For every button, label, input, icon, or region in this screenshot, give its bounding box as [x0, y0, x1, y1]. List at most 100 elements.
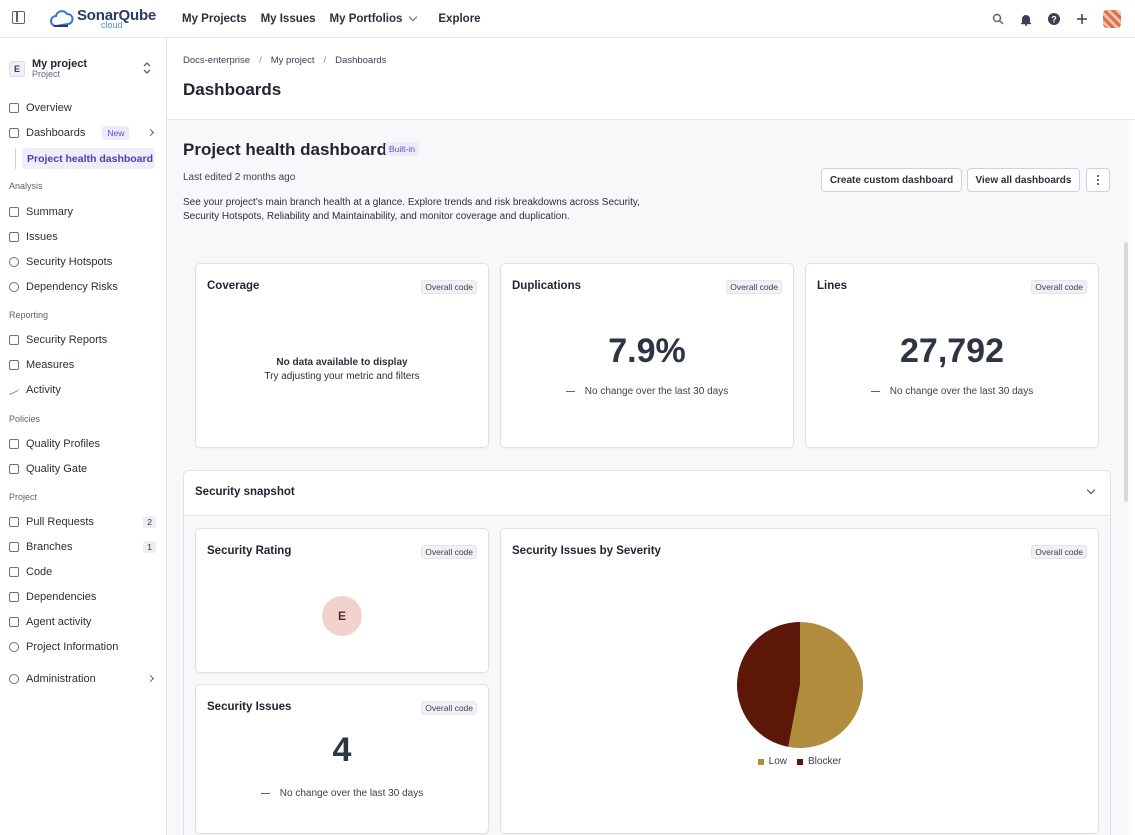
- security-rating-badge[interactable]: E: [322, 596, 362, 636]
- sidebar-toggle-icon[interactable]: [12, 11, 25, 24]
- dashboard-icon: [9, 128, 19, 138]
- nav-my-projects[interactable]: My Projects: [182, 13, 247, 25]
- quality-gate-icon: [9, 464, 19, 474]
- no-data-message: No data available to display Try adjusti…: [196, 356, 488, 384]
- sidebar-item-activity[interactable]: Activity: [9, 380, 159, 400]
- issues-icon: [9, 232, 19, 242]
- scope-chip: Overall code: [421, 545, 477, 559]
- lines-card: Lines Overall code 27,792 No change over…: [805, 263, 1099, 448]
- sidebar-item-label: Agent activity: [26, 616, 92, 628]
- duplications-card: Duplications Overall code 7.9% No change…: [500, 263, 794, 448]
- agent-icon: [9, 617, 19, 627]
- sidebar-item-dashboards[interactable]: Dashboards New: [9, 123, 159, 143]
- sidebar-item-measures[interactable]: Measures: [9, 355, 159, 375]
- dependencies-icon: [9, 592, 19, 602]
- pie-slice-low[interactable]: [788, 622, 863, 748]
- view-all-dashboards-button[interactable]: View all dashboards: [967, 168, 1080, 192]
- scope-chip: Overall code: [1031, 545, 1087, 559]
- sidebar-item-label: Quality Profiles: [26, 438, 100, 450]
- sidebar-item-project-information[interactable]: Project Information: [9, 637, 159, 657]
- more-options-button[interactable]: [1086, 168, 1110, 192]
- bell-icon[interactable]: [1019, 12, 1033, 26]
- security-issues-value[interactable]: 4: [332, 731, 352, 769]
- sidebar-item-issues[interactable]: Issues: [9, 227, 159, 247]
- code-icon: [9, 567, 19, 577]
- pull-request-icon: [9, 517, 19, 527]
- pull-requests-count: 2: [143, 516, 156, 528]
- security-rating-title: Security Rating: [207, 545, 292, 557]
- scrollbar[interactable]: [1124, 242, 1128, 502]
- branch-icon: [9, 542, 19, 552]
- security-issues-title: Security Issues: [207, 701, 292, 713]
- sidebar-item-label: Dependency Risks: [26, 281, 118, 293]
- legend-item-blocker[interactable]: Blocker: [797, 756, 841, 767]
- page-title: Dashboards: [183, 80, 282, 99]
- scope-chip: Overall code: [726, 280, 782, 294]
- section-analysis: Analysis: [9, 181, 43, 191]
- logo-title: SonarQube: [77, 7, 157, 24]
- breadcrumb-organization[interactable]: Docs-enterprise: [183, 55, 251, 66]
- legend-label: Low: [768, 756, 787, 767]
- logo[interactable]: SonarQube cloud: [50, 6, 156, 32]
- lines-change: No change over the last 30 days: [806, 386, 1098, 397]
- sidebar-item-pull-requests[interactable]: Pull Requests 2: [9, 512, 159, 532]
- page-header: Docs-enterprise / My project / Dashboard…: [167, 38, 1135, 120]
- severity-chart-card: Security Issues by Severity Overall code…: [500, 528, 1099, 834]
- section-reporting: Reporting: [9, 310, 49, 320]
- pie-slice-blocker[interactable]: [737, 622, 800, 747]
- breadcrumb-current: Dashboards: [335, 55, 387, 66]
- sidebar-item-label: Security Hotspots: [26, 256, 113, 268]
- nav-my-portfolios[interactable]: My Portfolios: [330, 12, 418, 25]
- sidebar-item-dependency-risks[interactable]: Dependency Risks: [9, 277, 159, 297]
- scope-chip: Overall code: [1031, 280, 1087, 294]
- sidebar-item-dependencies[interactable]: Dependencies: [9, 587, 159, 607]
- avatar[interactable]: [1103, 10, 1121, 28]
- top-bar: SonarQube cloud My Projects My Issues My…: [0, 0, 1135, 38]
- sidebar-item-project-health-dashboard[interactable]: Project health dashboard: [22, 148, 155, 169]
- sidebar-item-quality-gate[interactable]: Quality Gate: [9, 459, 159, 479]
- more-vertical-icon: [1097, 179, 1099, 181]
- overview-icon: [9, 103, 19, 113]
- sidebar-item-security-hotspots[interactable]: Security Hotspots: [9, 252, 159, 272]
- create-custom-dashboard-button[interactable]: Create custom dashboard: [821, 168, 962, 192]
- sidebar-item-label: Summary: [26, 206, 74, 218]
- top-actions: ?: [991, 0, 1121, 38]
- sidebar-item-branches[interactable]: Branches 1: [9, 537, 159, 557]
- dash-icon: [565, 390, 575, 393]
- breadcrumb-project[interactable]: My project: [270, 55, 315, 66]
- scope-chip: Overall code: [421, 280, 477, 294]
- sidebar-item-code[interactable]: Code: [9, 562, 159, 582]
- legend-swatch: [797, 758, 803, 765]
- sidebar-item-label: Dashboards: [26, 127, 86, 139]
- security-snapshot-header[interactable]: Security snapshot: [184, 471, 1110, 516]
- dash-icon: [260, 792, 270, 795]
- plus-icon[interactable]: [1075, 12, 1089, 26]
- nav-explore[interactable]: Explore: [438, 13, 481, 25]
- sidebar-item-quality-profiles[interactable]: Quality Profiles: [9, 434, 159, 454]
- chevron-down-icon[interactable]: [1086, 485, 1096, 495]
- project-switcher[interactable]: E My project Project: [9, 55, 157, 83]
- legend-label: Blocker: [808, 756, 842, 767]
- lines-value[interactable]: 27,792: [900, 332, 1004, 370]
- dependency-risk-icon: [9, 282, 19, 292]
- chevron-right-icon: [146, 674, 155, 683]
- sidebar-item-security-reports[interactable]: Security Reports: [9, 330, 159, 350]
- legend-item-low[interactable]: Low: [757, 756, 787, 767]
- sidebar-item-agent-activity[interactable]: Agent activity: [9, 612, 159, 632]
- help-icon[interactable]: ?: [1047, 12, 1061, 26]
- security-issues-change: No change over the last 30 days: [196, 788, 488, 799]
- sidebar-item-summary[interactable]: Summary: [9, 202, 159, 222]
- duplications-value[interactable]: 7.9%: [608, 332, 686, 370]
- chevron-down-icon: [409, 12, 418, 22]
- sidebar-item-administration[interactable]: Administration: [9, 669, 159, 689]
- shield-icon: [9, 257, 19, 267]
- cloud-logo-icon: [50, 10, 74, 28]
- lines-title: Lines: [817, 280, 848, 292]
- breadcrumb-separator: /: [323, 55, 327, 66]
- security-issues-card: Security Issues Overall code 4 No change…: [195, 684, 489, 834]
- chevron-right-icon: [146, 128, 155, 137]
- sidebar-item-overview[interactable]: Overview: [9, 98, 159, 118]
- sidebar: E My project Project Overview Dashboards…: [0, 38, 167, 835]
- nav-my-issues[interactable]: My Issues: [260, 13, 316, 25]
- search-icon[interactable]: [991, 12, 1005, 26]
